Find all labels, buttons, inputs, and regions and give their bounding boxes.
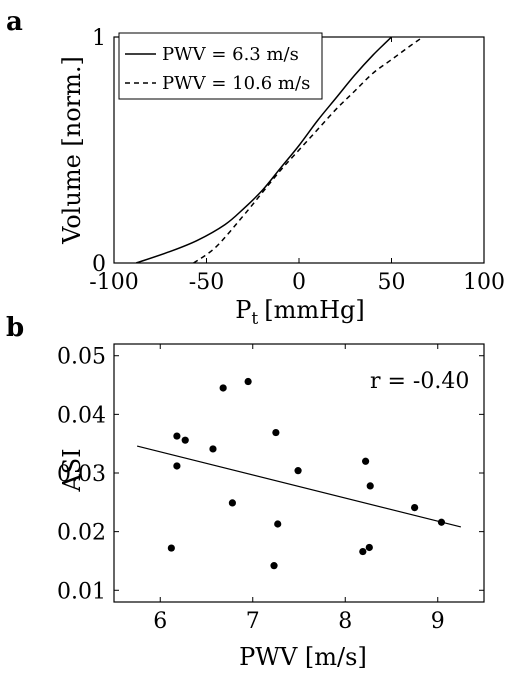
- panel-a-plot: -100 -50 0 50 100 0 1: [89, 26, 505, 295]
- data-point: [294, 467, 302, 475]
- panel-b-xtick-label: 8: [338, 609, 352, 634]
- data-point: [173, 462, 181, 470]
- data-point: [219, 384, 227, 392]
- regression-line: [136, 445, 462, 528]
- panel-a-xtick-label: 50: [378, 270, 406, 295]
- panel-a-label: a: [6, 7, 23, 37]
- panel-b-plot: 6 7 8 9 0.01 0.02 0.03 0.04 0.05: [57, 343, 485, 634]
- data-point: [411, 503, 419, 512]
- panel-b-ytick-label: 0.04: [57, 403, 106, 428]
- legend-box: [118, 32, 323, 100]
- data-point: [209, 445, 217, 453]
- data-point: [181, 436, 189, 444]
- data-point: [365, 543, 373, 552]
- panel-a-xlabel-unit: [mmHg]: [264, 296, 365, 324]
- panel-a-xlabel-main: P: [235, 296, 251, 324]
- panel-b-ylabel: ASI: [58, 448, 86, 492]
- data-point: [173, 432, 181, 440]
- data-point: [270, 562, 278, 570]
- data-point: [274, 520, 282, 528]
- series-solid-line: [135, 37, 393, 263]
- panel-b-xtick-label: 7: [246, 609, 260, 634]
- data-point: [272, 428, 280, 437]
- data-point: [366, 482, 374, 490]
- panel-a-xtick-label: -50: [189, 270, 224, 295]
- panel-b-ytick-label: 0.02: [57, 521, 106, 546]
- data-point: [167, 544, 175, 552]
- series-dashed-line: [193, 37, 424, 263]
- panel-a-xtick-label: -100: [89, 270, 138, 295]
- data-point: [359, 547, 367, 556]
- data-point: [362, 457, 370, 465]
- panel-a-ylabel: Volume [norm.]: [58, 56, 86, 245]
- panel-b-xtick-label: 6: [153, 609, 167, 634]
- panel-b-label: b: [6, 313, 24, 343]
- panel-b-xtick-label: 9: [431, 609, 445, 634]
- data-point: [244, 377, 252, 386]
- panel-b-xlabel: PWV [m/s]: [239, 643, 367, 671]
- data-point: [437, 518, 446, 526]
- data-point: [228, 499, 236, 507]
- legend-entry-1: PWV = 6.3 m/s: [162, 44, 299, 65]
- panel-a-ytick-label: 0: [92, 252, 106, 277]
- panel-a-ytick-label: 1: [92, 26, 106, 51]
- correlation-annotation: r = -0.40: [370, 369, 469, 394]
- panel-a-xlabel: Pt [mmHg]: [235, 296, 365, 329]
- panel-a-xtick-label: 100: [463, 270, 505, 295]
- panel-a-xlabel-sub: t: [251, 309, 258, 329]
- panel-a-legend: PWV = 6.3 m/s PWV = 10.6 m/s: [118, 32, 323, 100]
- legend-entry-2: PWV = 10.6 m/s: [162, 73, 310, 94]
- panel-b-ytick-label: 0.03: [57, 462, 106, 487]
- panel-b-ytick-label: 0.01: [57, 579, 106, 604]
- panel-b-ytick-label: 0.05: [57, 345, 106, 370]
- panel-a-xtick-label: 0: [292, 270, 306, 295]
